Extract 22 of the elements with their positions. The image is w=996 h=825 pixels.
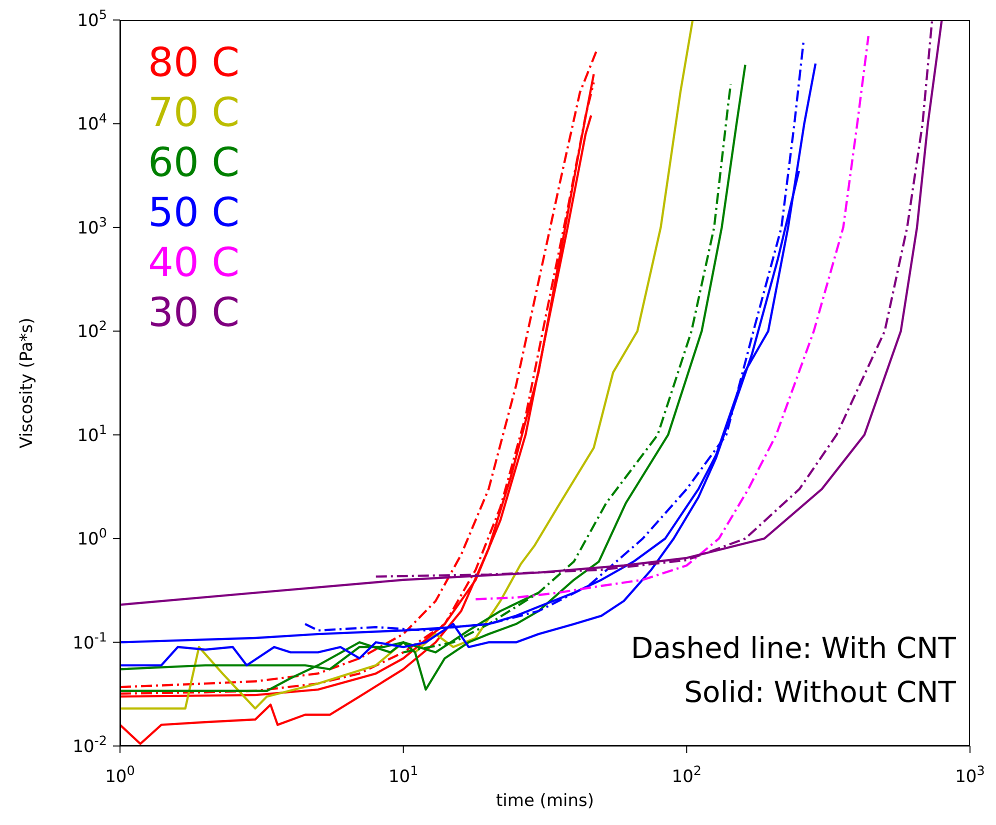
x-axis-title: time (mins)	[496, 791, 594, 811]
x-tick-label: 10$^{0}$	[105, 764, 135, 787]
annotation: Solid: Without CNT	[683, 674, 956, 711]
text: 30 C	[148, 289, 240, 338]
x-tick-label: 10$^{3}$	[955, 764, 985, 787]
y-tick-label: 10$^{5}$	[77, 8, 107, 31]
y-tick-label: 10$^{2}$	[77, 318, 107, 342]
y-axis-title: Viscosity (Pa*s)	[17, 318, 38, 448]
text: 80 C	[148, 39, 240, 88]
y-tick-label: 10$^{4}$	[77, 111, 107, 135]
y-tick-label: 10$^{-1}$	[72, 630, 107, 654]
y-tick-label: 10$^{0}$	[77, 526, 107, 550]
y-tick-label: 10$^{1}$	[77, 422, 107, 446]
annotation: Dashed line: With CNT	[630, 630, 956, 667]
x-tick-label: 10$^{2}$	[672, 764, 702, 787]
text: 70 C	[148, 89, 240, 138]
text: 50 C	[148, 189, 240, 238]
y-tick-label: 10$^{-2}$	[72, 734, 107, 757]
text: 40 C	[148, 239, 240, 288]
y-tick-label: 10$^{3}$	[77, 214, 107, 238]
text: 60 C	[148, 139, 240, 188]
x-tick-label: 10$^{1}$	[388, 764, 418, 787]
